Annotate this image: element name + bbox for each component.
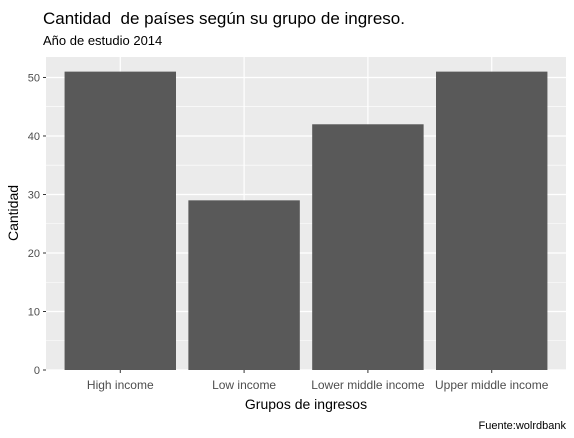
y-tick-label: 0 <box>34 365 40 377</box>
y-axis-title: Cantidad <box>5 185 21 241</box>
bar-0 <box>64 71 176 371</box>
x-tick-label: Lower middle income <box>311 378 425 392</box>
x-tick-label: Upper middle income <box>435 378 549 392</box>
bar-3 <box>436 71 548 371</box>
y-tick-label: 20 <box>28 248 40 260</box>
x-axis: High income Low income Lower middle income… <box>87 370 549 392</box>
bars <box>64 71 548 371</box>
x-tick-label: High income <box>87 378 154 392</box>
y-tick-label: 50 <box>28 72 40 84</box>
bar-2 <box>312 124 424 371</box>
y-tick-label: 10 <box>28 306 40 318</box>
chart-subtitle: Año de estudio 2014 <box>43 33 162 48</box>
bar-1 <box>188 200 300 370</box>
chart-caption: Fuente:wolrdbank <box>479 420 567 432</box>
y-axis: 0 10 20 30 40 50 <box>28 72 46 377</box>
y-tick-label: 30 <box>28 189 40 201</box>
x-axis-title: Grupos de ingresos <box>245 396 367 412</box>
x-tick-label: Low income <box>212 378 276 392</box>
y-tick-label: 40 <box>28 131 40 143</box>
chart-title: Cantidad de países según su grupo de ing… <box>43 9 405 28</box>
